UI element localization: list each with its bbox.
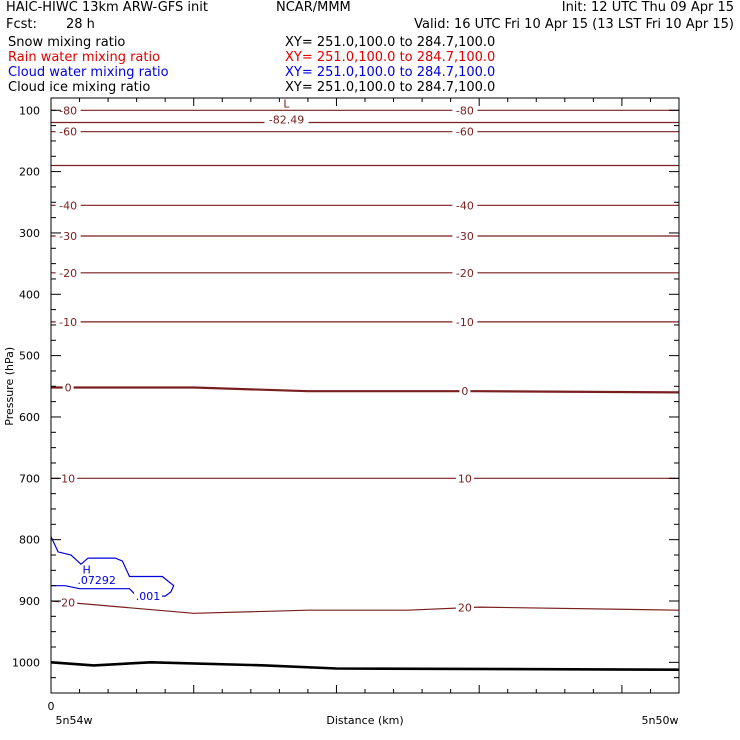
isotherm-label: 0 bbox=[65, 382, 72, 395]
y-tick-label: 200 bbox=[19, 166, 40, 179]
isotherm-label: 20 bbox=[61, 596, 75, 609]
y-tick-label: 1000 bbox=[12, 656, 40, 669]
x-axis-label: Distance (km) bbox=[326, 714, 403, 727]
y-tick-label: 600 bbox=[19, 411, 40, 424]
isotherm-label: -40 bbox=[59, 199, 77, 212]
isotherm-label-bg bbox=[55, 266, 81, 279]
model-title: HAIC-HIWC 13km ARW-GFS init bbox=[6, 0, 208, 15]
field-xy-rain: XY= 251.0,100.0 to 284.7,100.0 bbox=[285, 50, 496, 65]
isotherm-label-bg bbox=[459, 385, 471, 398]
org-label: NCAR/MMM bbox=[276, 0, 351, 15]
right-endpoint-label: 5n50w bbox=[642, 714, 679, 727]
field-name-rain: Rain water mixing ratio bbox=[8, 50, 161, 65]
isotherm-label-bg bbox=[455, 601, 474, 614]
cloud-water-label-bg bbox=[134, 590, 163, 603]
y-tick-label: 100 bbox=[19, 104, 40, 117]
isotherm-label: -30 bbox=[456, 230, 474, 243]
isotherm-label-bg bbox=[452, 230, 478, 243]
x-tick-label: 0 bbox=[48, 700, 55, 713]
isotherm-label-bg bbox=[55, 230, 81, 243]
minimum-value: -82.49 bbox=[269, 113, 304, 126]
y-tick-label: 800 bbox=[19, 534, 40, 547]
isotherm-label-bg bbox=[455, 472, 474, 485]
init-time: Init: 12 UTC Thu 09 Apr 15 bbox=[561, 0, 734, 15]
y-tick-label: 400 bbox=[19, 288, 40, 301]
isotherm-label: -80 bbox=[456, 104, 474, 117]
isotherm-line bbox=[50, 600, 680, 614]
y-tick-label: 500 bbox=[19, 350, 40, 363]
forecast-label: Fcst: bbox=[6, 17, 37, 32]
field-xy-cloud-ice: XY= 251.0,100.0 to 284.7,100.0 bbox=[285, 80, 496, 95]
isotherm-label: -10 bbox=[456, 316, 474, 329]
isotherm-label-bg bbox=[452, 315, 478, 328]
y-tick-label: 300 bbox=[19, 227, 40, 240]
plot-frame bbox=[50, 97, 680, 694]
isotherm-label-bg bbox=[55, 199, 81, 212]
field-xy-snow: XY= 251.0,100.0 to 284.7,100.0 bbox=[285, 35, 496, 50]
isotherm-label-bg bbox=[452, 266, 478, 279]
isotherm-label-bg bbox=[59, 596, 78, 609]
isotherm-label: -30 bbox=[59, 230, 77, 243]
cloud-water-max-symbol: H bbox=[83, 563, 91, 576]
isotherm-label: 10 bbox=[61, 472, 75, 485]
cloud-water-max-value: .07292 bbox=[77, 574, 116, 587]
isotherm-label-bg bbox=[55, 125, 81, 138]
minimum-label-bg bbox=[264, 113, 309, 126]
valid-time: Valid: 16 UTC Fri 10 Apr 15 (13 LST Fri … bbox=[414, 17, 734, 32]
left-endpoint-label: 5n54w bbox=[56, 714, 93, 727]
isotherm-label-bg bbox=[452, 104, 478, 117]
isotherm-label-bg bbox=[452, 199, 478, 212]
y-tick-label: 900 bbox=[19, 595, 40, 608]
field-name-snow: Snow mixing ratio bbox=[8, 35, 126, 50]
isotherm-label: 10 bbox=[458, 472, 472, 485]
isotherm-label: -60 bbox=[456, 126, 474, 139]
cloud-water-contour-label: .001 bbox=[136, 590, 161, 603]
minimum-symbol: L bbox=[283, 97, 290, 110]
isotherm-label: -40 bbox=[456, 199, 474, 212]
isotherm-label: -60 bbox=[59, 126, 77, 139]
ground-surface-line bbox=[50, 660, 680, 671]
field-xy-cloud-water: XY= 251.0,100.0 to 284.7,100.0 bbox=[285, 65, 496, 80]
cloud-water-contour bbox=[50, 536, 175, 597]
isotherm-label-bg bbox=[59, 472, 78, 485]
isotherm-label: -80 bbox=[59, 104, 77, 117]
isotherm-label-bg bbox=[55, 315, 81, 328]
isotherm-line bbox=[51, 386, 680, 394]
isotherm-label: 20 bbox=[458, 602, 472, 615]
isotherm-label: -20 bbox=[59, 267, 77, 280]
field-name-cloud-water: Cloud water mixing ratio bbox=[8, 65, 169, 80]
isotherm-label: -10 bbox=[59, 316, 77, 329]
field-name-cloud-ice: Cloud ice mixing ratio bbox=[8, 80, 151, 95]
isotherm-label-bg bbox=[452, 125, 478, 138]
isotherm-label: 0 bbox=[461, 385, 468, 398]
isotherm-label-bg bbox=[62, 381, 74, 394]
y-axis-label: Pressure (hPa) bbox=[3, 347, 16, 426]
isotherm-label: -20 bbox=[456, 267, 474, 280]
isotherm-label-bg bbox=[55, 104, 81, 117]
y-tick-label: 700 bbox=[19, 472, 40, 485]
forecast-hour: 28 h bbox=[66, 17, 95, 32]
